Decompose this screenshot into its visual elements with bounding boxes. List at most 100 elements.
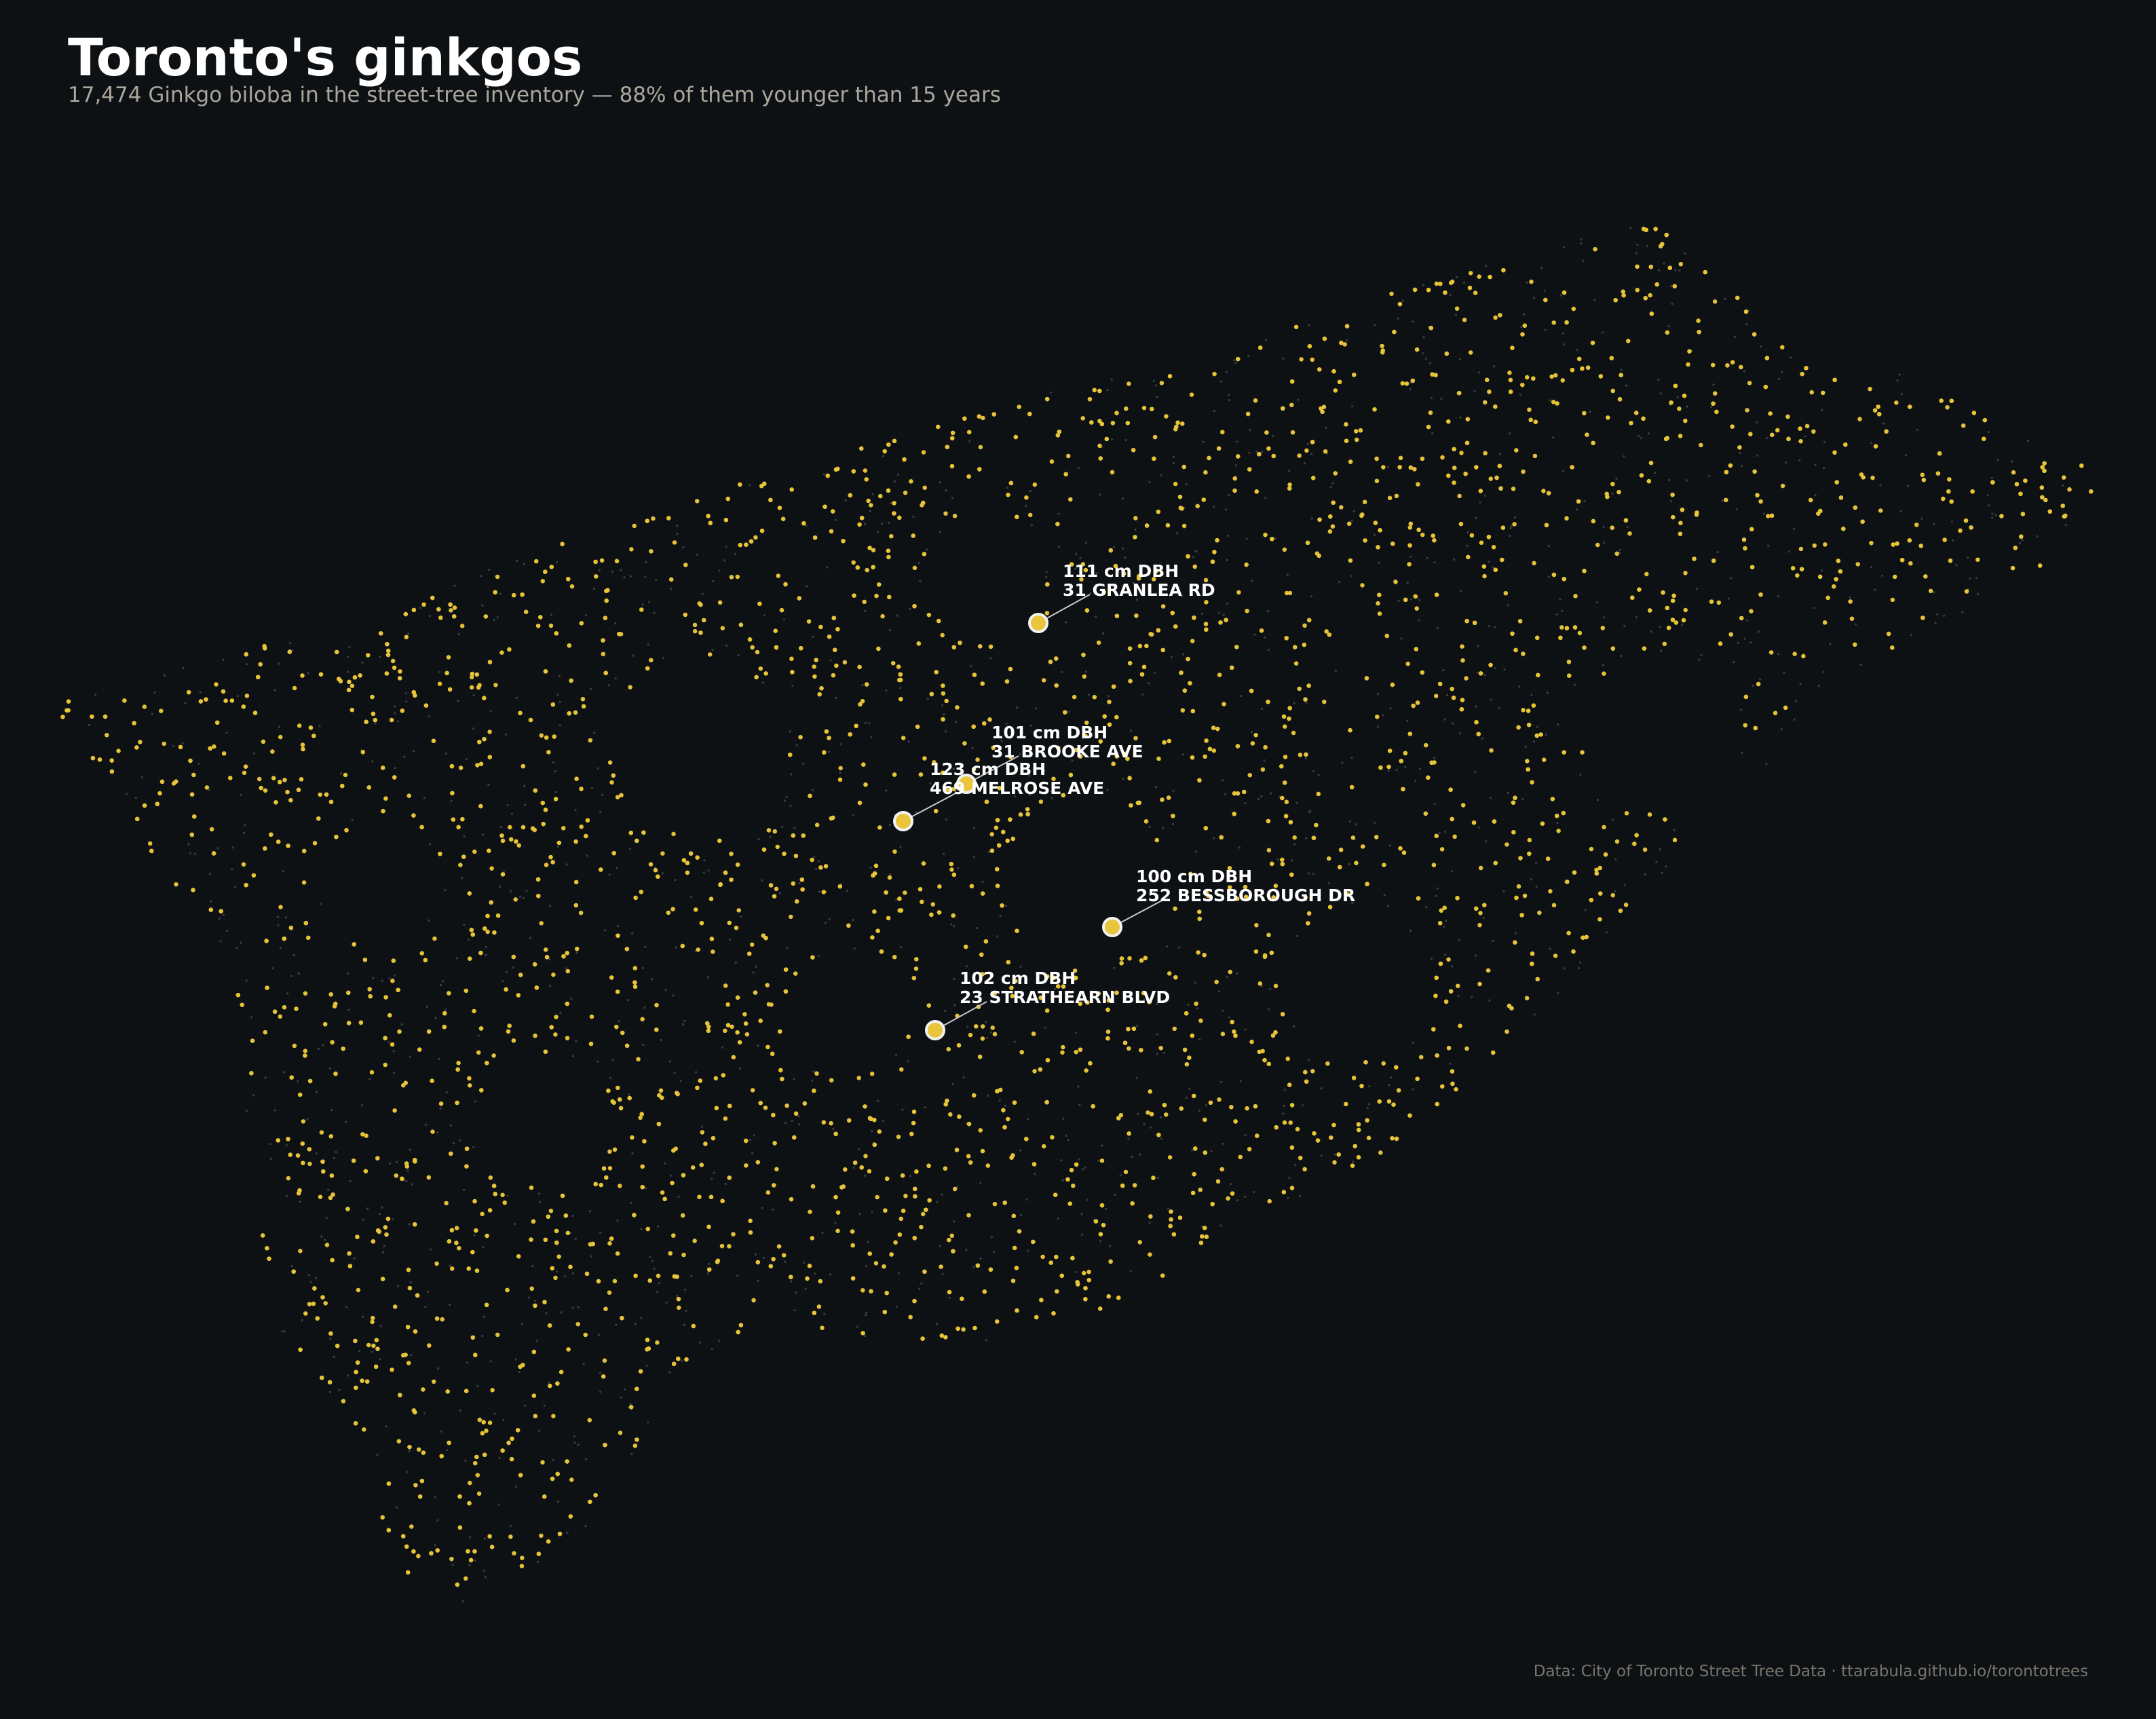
other-tree-dot — [1228, 1016, 1231, 1019]
other-tree-dot — [1049, 391, 1052, 394]
other-tree-dot — [1474, 770, 1477, 773]
other-tree-dot — [887, 521, 890, 525]
other-tree-dot — [1557, 991, 1559, 995]
other-tree-dot — [1135, 1076, 1138, 1079]
other-tree-dot — [789, 730, 791, 733]
other-tree-dot — [1994, 514, 1997, 516]
other-tree-dot — [585, 1458, 588, 1460]
other-tree-dot — [1813, 607, 1816, 609]
other-tree-dot — [1459, 416, 1462, 419]
other-tree-dot — [449, 1264, 451, 1267]
other-tree-dot — [1244, 1134, 1247, 1137]
other-tree-dot — [1310, 453, 1313, 455]
other-tree-dot — [718, 569, 721, 572]
other-tree-dot — [524, 804, 527, 806]
other-tree-dot — [1067, 1139, 1070, 1141]
other-tree-dot — [1547, 575, 1550, 578]
other-tree-dot — [944, 730, 947, 733]
other-tree-dot — [617, 925, 620, 928]
other-tree-dot — [1557, 723, 1559, 726]
other-tree-dot — [793, 1309, 796, 1312]
other-tree-dot — [1222, 779, 1224, 782]
other-tree-dot — [802, 1262, 805, 1264]
other-tree-dot — [1111, 438, 1114, 441]
other-tree-dot — [723, 559, 726, 562]
other-tree-dot — [736, 1274, 739, 1277]
other-tree-dot — [885, 789, 888, 792]
other-tree-dot — [1224, 508, 1227, 511]
other-tree-dot — [1019, 1149, 1022, 1152]
ginkgo-layer — [60, 227, 2094, 1587]
other-tree-dot — [1233, 359, 1236, 362]
other-tree-dot — [871, 1210, 873, 1213]
other-tree-dot — [665, 1301, 668, 1304]
other-tree-dot — [405, 692, 408, 695]
other-tree-dot — [1625, 384, 1628, 387]
other-tree-dot — [489, 710, 492, 713]
other-tree-dot — [550, 613, 553, 616]
other-tree-dot — [1669, 500, 1673, 503]
other-tree-dot — [919, 580, 922, 582]
other-tree-dot — [193, 852, 196, 855]
page-title: Toronto's ginkgos — [68, 27, 583, 88]
other-tree-dot — [1187, 1003, 1190, 1006]
other-tree-dot — [1305, 837, 1308, 839]
other-tree-dot — [987, 1094, 989, 1097]
other-tree-dot — [907, 1060, 909, 1063]
other-tree-dot — [1108, 1245, 1112, 1247]
other-tree-dot — [366, 1207, 369, 1210]
other-tree-dot — [711, 1177, 713, 1180]
other-tree-dot — [593, 732, 596, 734]
other-tree-dot — [1327, 882, 1330, 885]
other-tree-dot — [1452, 722, 1454, 725]
other-tree-dot — [1967, 556, 1969, 559]
other-tree-dot — [1896, 379, 1899, 382]
other-tree-dot — [1626, 526, 1629, 529]
other-tree-dot — [757, 837, 760, 840]
other-tree-dot — [1575, 508, 1578, 511]
other-tree-dot — [1058, 546, 1061, 548]
other-tree-dot — [1936, 613, 1939, 616]
other-tree-dot — [1255, 451, 1258, 453]
other-tree-dot — [1191, 1149, 1194, 1152]
other-tree-dot — [1733, 661, 1735, 664]
other-tree-dot — [231, 868, 233, 871]
other-tree-dot — [832, 1128, 835, 1131]
other-tree-dot — [538, 1429, 541, 1432]
other-tree-dot — [863, 1335, 866, 1338]
other-tree-dot — [1149, 1126, 1152, 1129]
other-tree-dot — [1680, 624, 1683, 626]
other-tree-dot — [1185, 1096, 1188, 1099]
other-tree-dot — [628, 1093, 630, 1096]
other-tree-dot — [1559, 598, 1562, 601]
other-tree-dot — [322, 1044, 324, 1046]
other-tree-dot — [1065, 621, 1067, 624]
other-tree-dot — [1027, 1118, 1029, 1120]
other-tree-dot — [487, 783, 490, 786]
other-tree-dot — [523, 1404, 526, 1407]
other-tree-dot — [459, 1409, 462, 1412]
other-tree-dot — [1353, 510, 1355, 512]
other-tree-dot — [347, 972, 349, 975]
other-tree-dot — [1740, 465, 1743, 468]
other-tree-dot — [472, 694, 475, 696]
other-tree-dot — [429, 1248, 432, 1251]
other-tree-dot — [514, 1223, 516, 1226]
other-tree-dot — [400, 1023, 403, 1026]
other-tree-dot — [1244, 1195, 1247, 1198]
other-tree-dot — [1799, 682, 1802, 685]
other-tree-dot — [674, 879, 677, 882]
other-tree-dot — [545, 1312, 548, 1315]
other-tree-dot — [1562, 470, 1565, 472]
other-tree-dot — [939, 531, 941, 533]
other-tree-dot — [438, 1057, 440, 1060]
other-tree-dot — [989, 657, 992, 660]
other-tree-dot — [1562, 343, 1565, 346]
other-tree-dot — [1636, 244, 1639, 246]
other-tree-dot — [406, 1471, 409, 1473]
other-tree-dot — [1655, 861, 1658, 863]
other-tree-dot — [558, 675, 561, 677]
other-tree-dot — [1668, 478, 1671, 481]
other-tree-dot — [1212, 505, 1215, 508]
other-tree-dot — [1253, 1191, 1255, 1194]
